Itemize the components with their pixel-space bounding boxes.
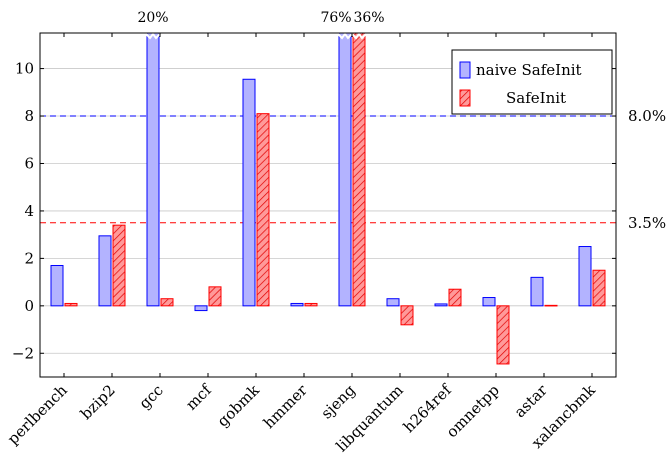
bar-naive-safeinit-perlbench [50, 264, 64, 307]
reference-label: 3.5% [628, 214, 666, 232]
bar-break-marker [145, 32, 161, 40]
bar-naive-safeinit-h264ref [434, 303, 448, 307]
bar-naive-safeinit-gcc [146, 32, 160, 307]
clipped-value-label: 76% [320, 10, 351, 26]
y-tick-label: 8 [24, 107, 34, 125]
y-tick-label: 2 [24, 249, 34, 267]
bar-naive-safeinit-mcf [194, 305, 208, 312]
plot-frame [39, 32, 617, 378]
x-category-label: hmmer [260, 381, 312, 433]
bar-naive-safeinit-libquantum [386, 298, 400, 307]
x-category-label: bzip2 [77, 381, 119, 423]
bar-safeinit-astar [544, 304, 558, 307]
y-tick-label: 0 [24, 297, 34, 315]
bar-safeinit-h264ref [448, 288, 462, 307]
legend-box [451, 49, 613, 115]
y-tick-label: 6 [24, 154, 34, 172]
x-category-label: perlbench [4, 381, 71, 448]
bar-safeinit-gcc [160, 298, 174, 307]
bar-safeinit-bzip2 [112, 224, 126, 307]
bar-break-marker [337, 32, 353, 40]
x-category-label: gcc [135, 381, 166, 412]
clipped-value-label: 36% [353, 10, 384, 26]
bar-naive-safeinit-gobmk [242, 78, 256, 307]
bar-safeinit-gobmk [256, 113, 270, 307]
bar-break-marker [351, 32, 367, 40]
legend-swatch-safeinit [459, 89, 471, 107]
x-category-label: astar [511, 381, 552, 422]
bar-safeinit-perlbench [64, 302, 78, 307]
bar-safeinit-hmmer [304, 302, 318, 307]
bar-safeinit-mcf [208, 286, 222, 307]
x-category-label: gobmk [214, 380, 264, 430]
bar-naive-safeinit-hmmer [290, 302, 304, 307]
bar-safeinit-xalancbmk [592, 269, 606, 307]
reference-label: 8.0% [628, 107, 666, 125]
x-category-label: sjeng [317, 381, 359, 423]
y-tick-label: 10 [15, 60, 34, 78]
bar-naive-safeinit-sjeng [338, 32, 352, 307]
y-tick-label: −2 [12, 344, 34, 362]
bar-safeinit-omnetpp [496, 305, 510, 365]
bar-naive-safeinit-astar [530, 276, 544, 307]
bar-safeinit-libquantum [400, 305, 414, 326]
legend-label: naive SafeInit [476, 61, 582, 79]
bar-naive-safeinit-bzip2 [98, 235, 112, 307]
x-category-label: omnetpp [443, 381, 503, 441]
bar-naive-safeinit-omnetpp [482, 297, 496, 307]
y-tick-label: 4 [24, 202, 34, 220]
bar-safeinit-sjeng [352, 32, 366, 307]
x-category-label: mcf [182, 380, 216, 414]
bar-naive-safeinit-xalancbmk [578, 246, 592, 307]
clipped-value-label: 20% [137, 10, 168, 26]
legend-label: SafeInit [506, 89, 566, 107]
legend-swatch-naive-safeinit [459, 61, 471, 79]
